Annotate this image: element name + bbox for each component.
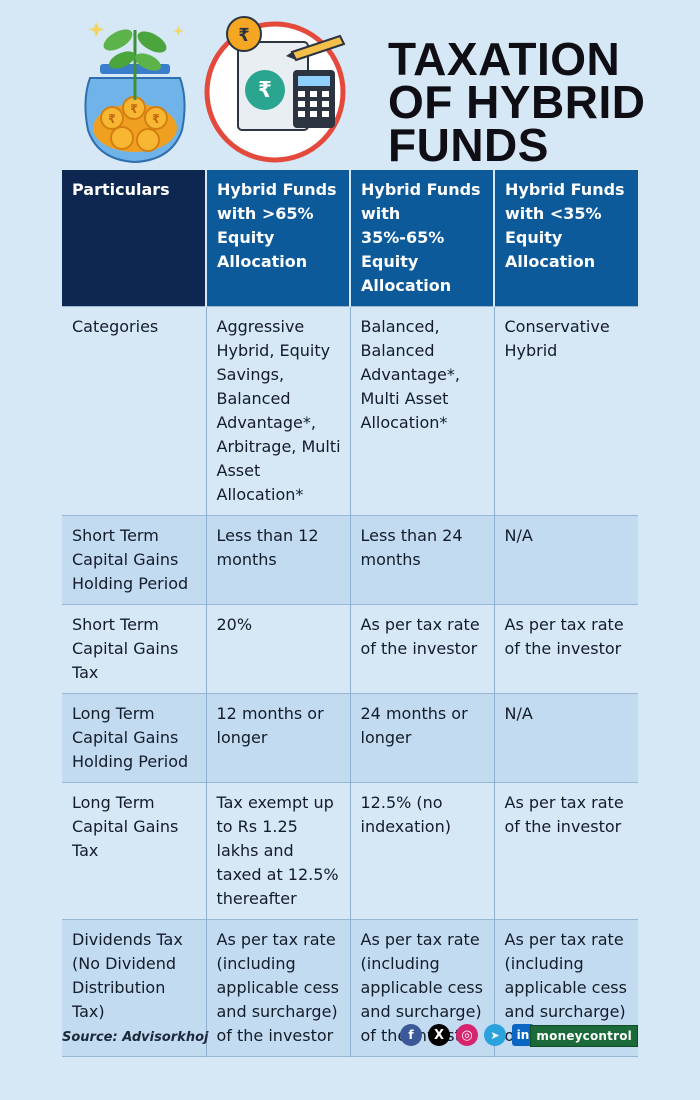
- table-cell: Balanced, Balanced Advantage*, Multi Ass…: [349, 306, 494, 516]
- facebook-icon[interactable]: f: [400, 1024, 422, 1046]
- header-equity-below-35: Hybrid Funds with <35% Equity Allocation: [493, 170, 638, 307]
- header-section: ₹ ₹ ₹ ₹ ₹: [0, 0, 700, 170]
- table-cell: N/A: [493, 515, 638, 605]
- title-line: TAXATION: [388, 33, 621, 85]
- table-header-row: Particulars Hybrid Funds with >65% Equit…: [62, 170, 638, 307]
- row-label: Long Term Capital Gains Tax: [62, 782, 206, 920]
- coin-rupee-symbol: ₹: [238, 25, 249, 46]
- source-note: Source: Advisorkhoj: [62, 1030, 209, 1045]
- social-links: f X ◎ ➤ in: [400, 1024, 534, 1046]
- title-line: FUNDS: [388, 119, 549, 171]
- x-icon[interactable]: X: [428, 1024, 450, 1046]
- table-cell: Tax exempt up to Rs 1.25 lakhs and taxed…: [205, 782, 350, 920]
- header-equity-35-65: Hybrid Funds with 35%-65% Equity Allocat…: [349, 170, 494, 307]
- table-row: Short Term Capital Gains Tax 20% As per …: [62, 604, 638, 694]
- money-jar-icon: ₹ ₹ ₹: [84, 22, 186, 164]
- row-label: Long Term Capital Gains Holding Period: [62, 693, 206, 783]
- coin-label: ₹: [130, 102, 138, 116]
- footer: Source: Advisorkhoj f X ◎ ➤ in moneycont…: [62, 1024, 638, 1052]
- table-row: Categories Aggressive Hybrid, Equity Sav…: [62, 306, 638, 516]
- table-cell: 24 months or longer: [349, 693, 494, 783]
- taxation-table: Particulars Hybrid Funds with >65% Equit…: [62, 170, 638, 1057]
- table-cell: Less than 24 months: [349, 515, 494, 605]
- table-cell: As per tax rate of the investor: [493, 782, 638, 920]
- table-cell: As per tax rate of the investor: [493, 604, 638, 694]
- linkedin-icon[interactable]: in: [512, 1024, 534, 1046]
- table-cell: Aggressive Hybrid, Equity Savings, Balan…: [205, 306, 350, 516]
- header-equity-above-65: Hybrid Funds with >65% Equity Allocation: [205, 170, 350, 307]
- table-cell: As per tax rate of the investor: [349, 604, 494, 694]
- savings-illustration: ₹ ₹ ₹ ₹ ₹: [84, 16, 346, 164]
- row-label: Short Term Capital Gains Holding Period: [62, 515, 206, 605]
- instagram-icon[interactable]: ◎: [456, 1024, 478, 1046]
- coin-label: ₹: [152, 112, 160, 126]
- table-cell: 12.5% (no indexation): [349, 782, 494, 920]
- table-cell: 20%: [205, 604, 350, 694]
- table-cell: Less than 12 months: [205, 515, 350, 605]
- row-label: Short Term Capital Gains Tax: [62, 604, 206, 694]
- moneycontrol-logo: moneycontrol: [530, 1025, 638, 1047]
- table-cell: N/A: [493, 693, 638, 783]
- table-cell: Conservative Hybrid: [493, 306, 638, 516]
- rupee-symbol: ₹: [258, 78, 272, 103]
- row-label: Categories: [62, 306, 206, 516]
- table-row: Long Term Capital Gains Tax Tax exempt u…: [62, 782, 638, 920]
- table-row: Short Term Capital Gains Holding Period …: [62, 515, 638, 605]
- header-particulars: Particulars: [62, 170, 206, 307]
- tax-calculator-icon: ₹ ₹: [204, 16, 346, 163]
- row-label: Dividends Tax (No Dividend Distribution …: [62, 919, 206, 1057]
- page-title: TAXATION OF HYBRID FUNDS: [388, 33, 646, 171]
- table-cell: As per tax rate (including applicable ce…: [205, 919, 350, 1057]
- table-row: Long Term Capital Gains Holding Period 1…: [62, 693, 638, 783]
- telegram-icon[interactable]: ➤: [484, 1024, 506, 1046]
- table-row: Dividends Tax (No Dividend Distribution …: [62, 919, 638, 1057]
- table-cell: 12 months or longer: [205, 693, 350, 783]
- title-line: OF HYBRID: [388, 76, 646, 128]
- coin-label: ₹: [108, 112, 116, 126]
